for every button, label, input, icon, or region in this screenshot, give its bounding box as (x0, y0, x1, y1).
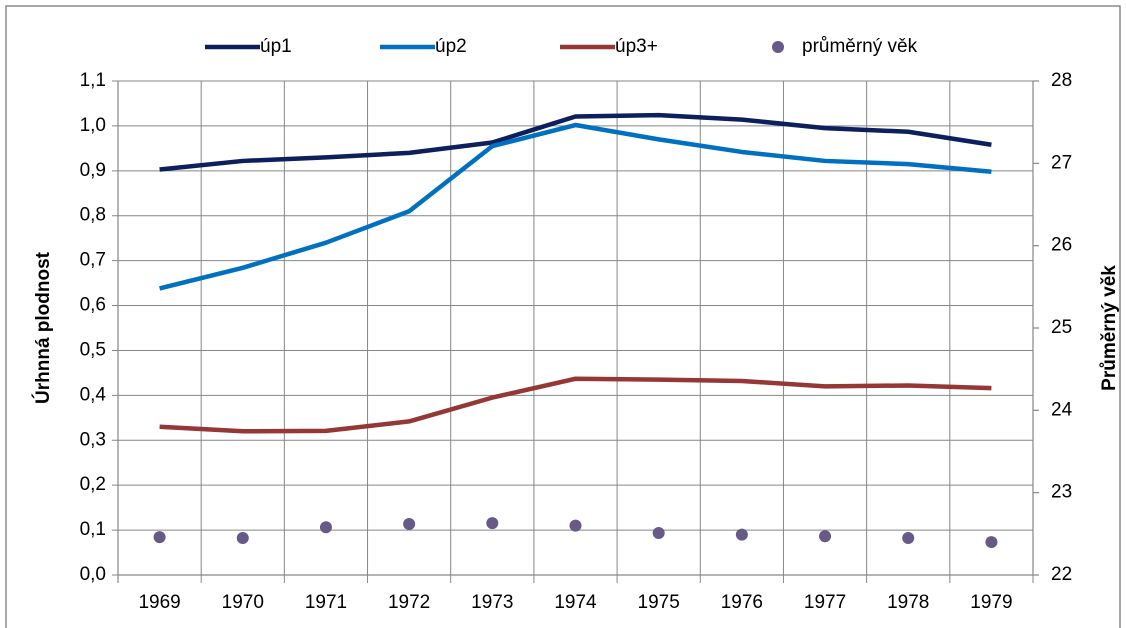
data-line (159, 376, 992, 434)
y2-tick-label: 22 (1051, 564, 1072, 585)
x-tick-label: 1979 (970, 592, 1012, 613)
data-point (486, 517, 499, 530)
y2-tick-label: 24 (1051, 399, 1073, 420)
y-tick-label: 0,2 (80, 474, 106, 495)
legend-label: úp3+ (615, 36, 658, 57)
data-point (319, 521, 332, 534)
y2-axis-title: Průměrný věk (1099, 265, 1120, 391)
data-point (985, 536, 998, 549)
y-tick-label: 0,0 (80, 564, 106, 585)
legend-label: úp2 (435, 36, 467, 57)
y2-tick-label: 23 (1051, 482, 1072, 503)
y-tick-label: 0,1 (80, 519, 106, 540)
legend-label: úp1 (260, 36, 292, 57)
x-tick-label: 1970 (222, 592, 264, 613)
data-point (403, 517, 416, 530)
y-tick-label: 1,1 (80, 70, 106, 91)
y2-tick-label: 28 (1051, 70, 1072, 91)
y-tick-label: 0,5 (80, 339, 106, 360)
legend-marker (772, 41, 784, 53)
data-line (159, 122, 992, 291)
y-tick-label: 1,0 (80, 115, 106, 136)
data-point (735, 528, 748, 541)
data-point (236, 531, 249, 544)
y-tick-label: 0,6 (80, 295, 106, 316)
x-tick-label: 1976 (721, 592, 763, 613)
x-tick-label: 1975 (638, 592, 680, 613)
chart-frame (5, 5, 1121, 628)
y2-tick-label: 26 (1051, 235, 1072, 256)
y-tick-label: 0,9 (80, 160, 106, 181)
data-point (652, 527, 665, 540)
y2-tick-label: 25 (1051, 317, 1072, 338)
y-tick-label: 0,7 (80, 250, 106, 271)
x-tick-label: 1974 (554, 592, 597, 613)
x-tick-label: 1971 (305, 592, 347, 613)
y2-tick-label: 27 (1051, 152, 1072, 173)
data-point (153, 531, 166, 544)
data-point (569, 519, 582, 532)
x-tick-label: 1969 (138, 592, 180, 613)
y-tick-label: 0,3 (80, 429, 106, 450)
x-tick-label: 1977 (804, 592, 846, 613)
y-axis-title: Úrhnná plodnost (32, 251, 54, 404)
y-tick-label: 0,8 (80, 205, 106, 226)
data-line (159, 112, 992, 172)
data-point (819, 530, 832, 543)
x-tick-label: 1973 (471, 592, 513, 613)
x-tick-label: 1978 (887, 592, 929, 613)
y-tick-label: 0,4 (80, 384, 107, 405)
legend-label: průměrný věk (802, 36, 918, 57)
data-point (902, 531, 915, 544)
x-tick-label: 1972 (388, 592, 430, 613)
